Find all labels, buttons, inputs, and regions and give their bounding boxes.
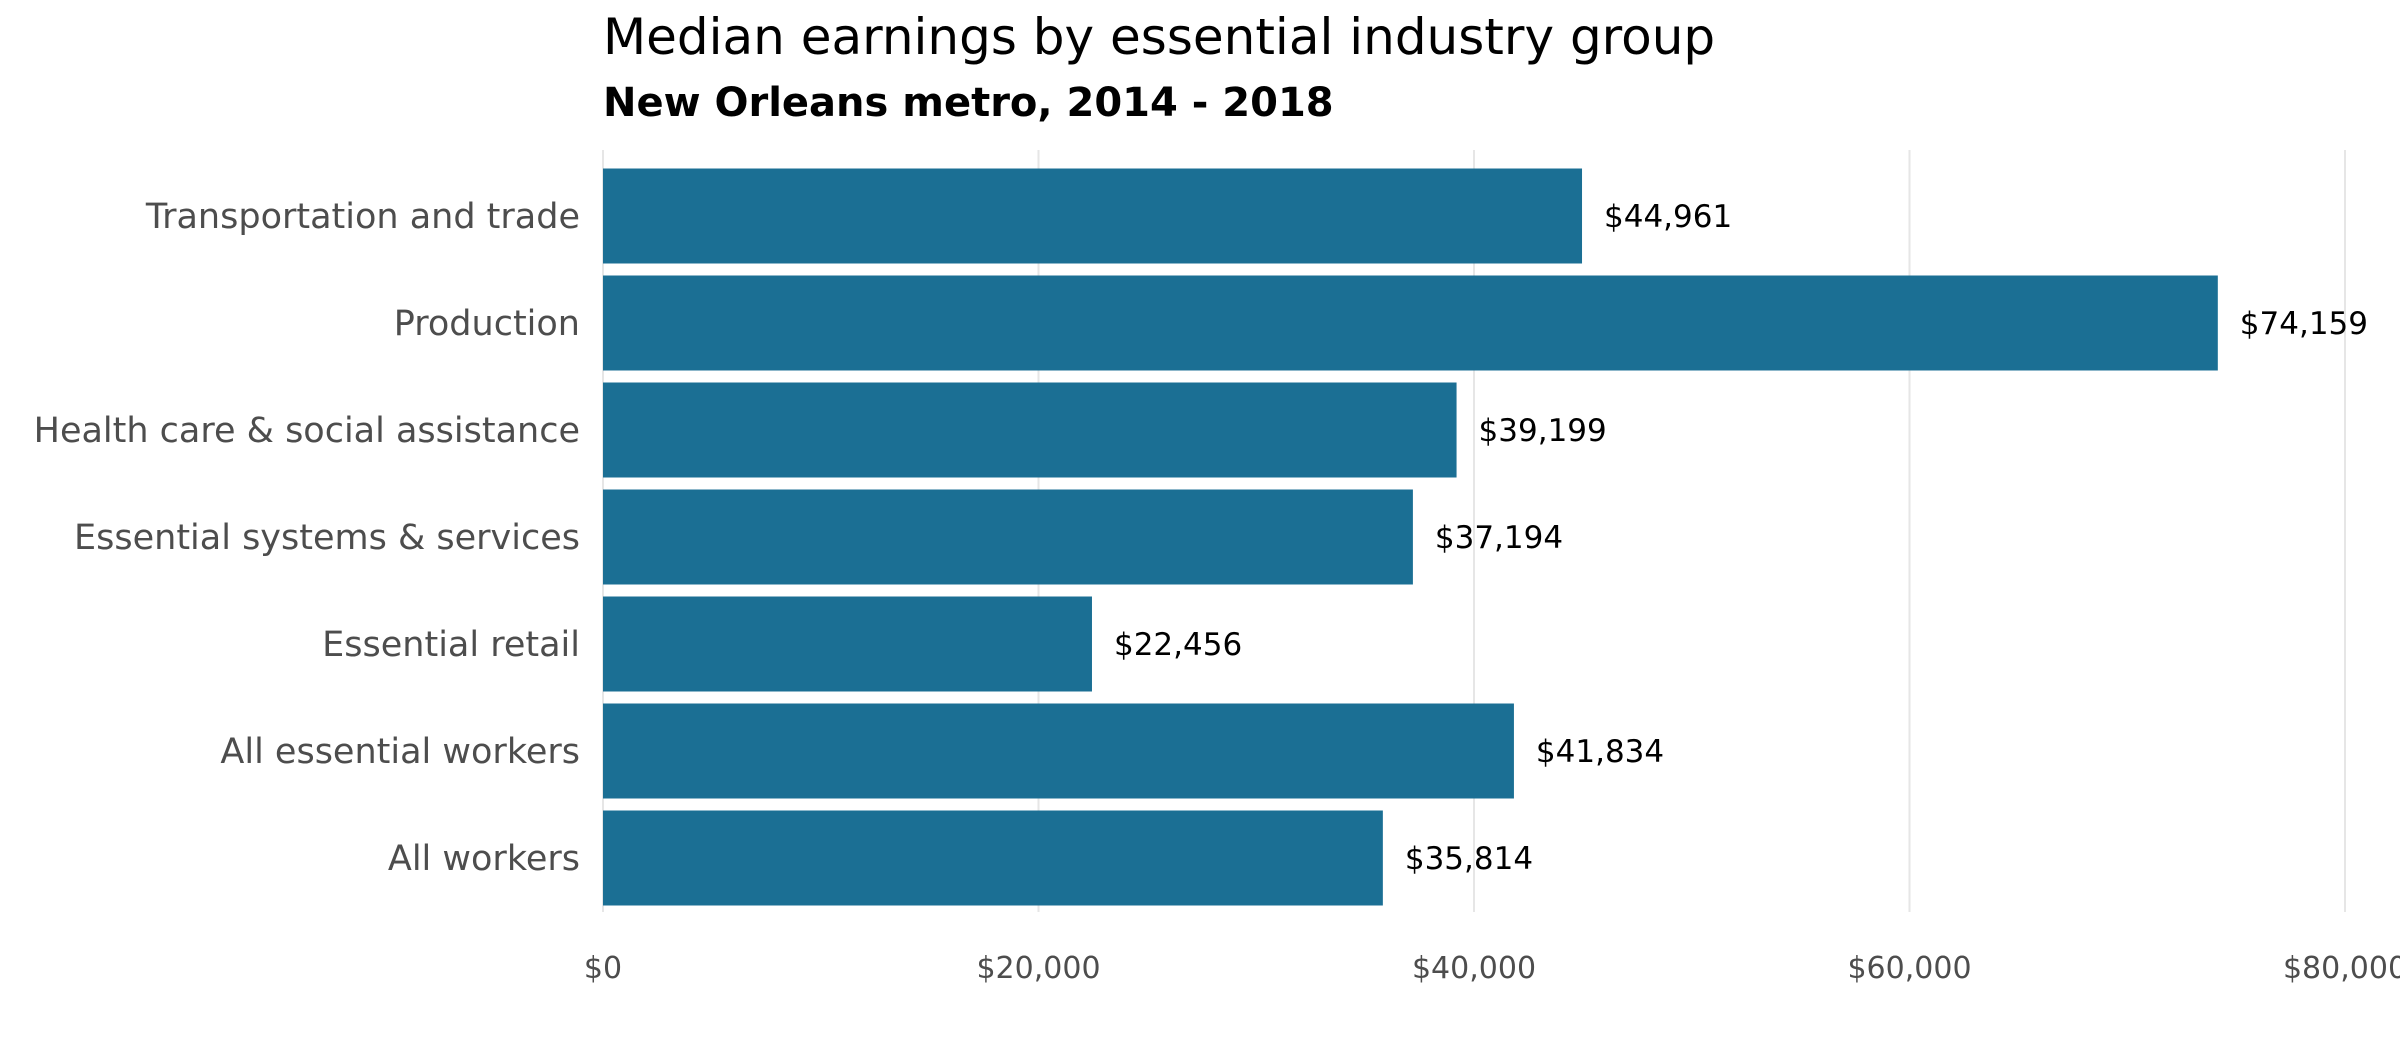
category-label: Health care & social assistance bbox=[34, 411, 580, 451]
chart-subtitle: New Orleans metro, 2014 - 2018 bbox=[603, 80, 1334, 126]
category-label: Essential retail bbox=[322, 625, 580, 665]
bar-value-label: $44,961 bbox=[1604, 199, 1732, 235]
bars bbox=[603, 168, 2218, 906]
bar bbox=[603, 810, 1383, 906]
category-label: Essential systems & services bbox=[74, 518, 580, 558]
bar-value-label: $37,194 bbox=[1435, 520, 1563, 556]
bar-value-label: $39,199 bbox=[1479, 413, 1607, 449]
x-axis-tick-labels: $0 $20,000 $40,000 $60,000 $80,000 bbox=[584, 951, 2400, 986]
x-tick-label: $20,000 bbox=[976, 951, 1100, 986]
bar bbox=[603, 275, 2218, 371]
bar-value-label: $35,814 bbox=[1405, 841, 1533, 877]
chart-title: Median earnings by essential industry gr… bbox=[603, 8, 1716, 66]
x-tick-label: $60,000 bbox=[1847, 951, 1971, 986]
x-tick-label: $0 bbox=[584, 951, 622, 986]
x-tick-label: $40,000 bbox=[1412, 951, 1536, 986]
category-label: Production bbox=[394, 304, 580, 344]
category-label: All workers bbox=[388, 839, 580, 879]
bar bbox=[603, 382, 1457, 478]
bar bbox=[603, 703, 1514, 799]
x-tick-label: $80,000 bbox=[2283, 951, 2400, 986]
bar bbox=[603, 596, 1092, 692]
category-label: All essential workers bbox=[220, 732, 580, 772]
bar-value-label: $22,456 bbox=[1114, 627, 1242, 663]
bar bbox=[603, 168, 1583, 264]
bar-value-label: $41,834 bbox=[1536, 734, 1664, 770]
category-labels: Transportation and trade Production Health… bbox=[34, 197, 580, 879]
bar bbox=[603, 489, 1413, 585]
category-label: Transportation and trade bbox=[145, 197, 580, 237]
bar-value-label: $74,159 bbox=[2240, 306, 2368, 342]
value-labels: $44,961 $74,159 $39,199 $37,194 $22,456 $41,8… bbox=[1114, 199, 2368, 877]
